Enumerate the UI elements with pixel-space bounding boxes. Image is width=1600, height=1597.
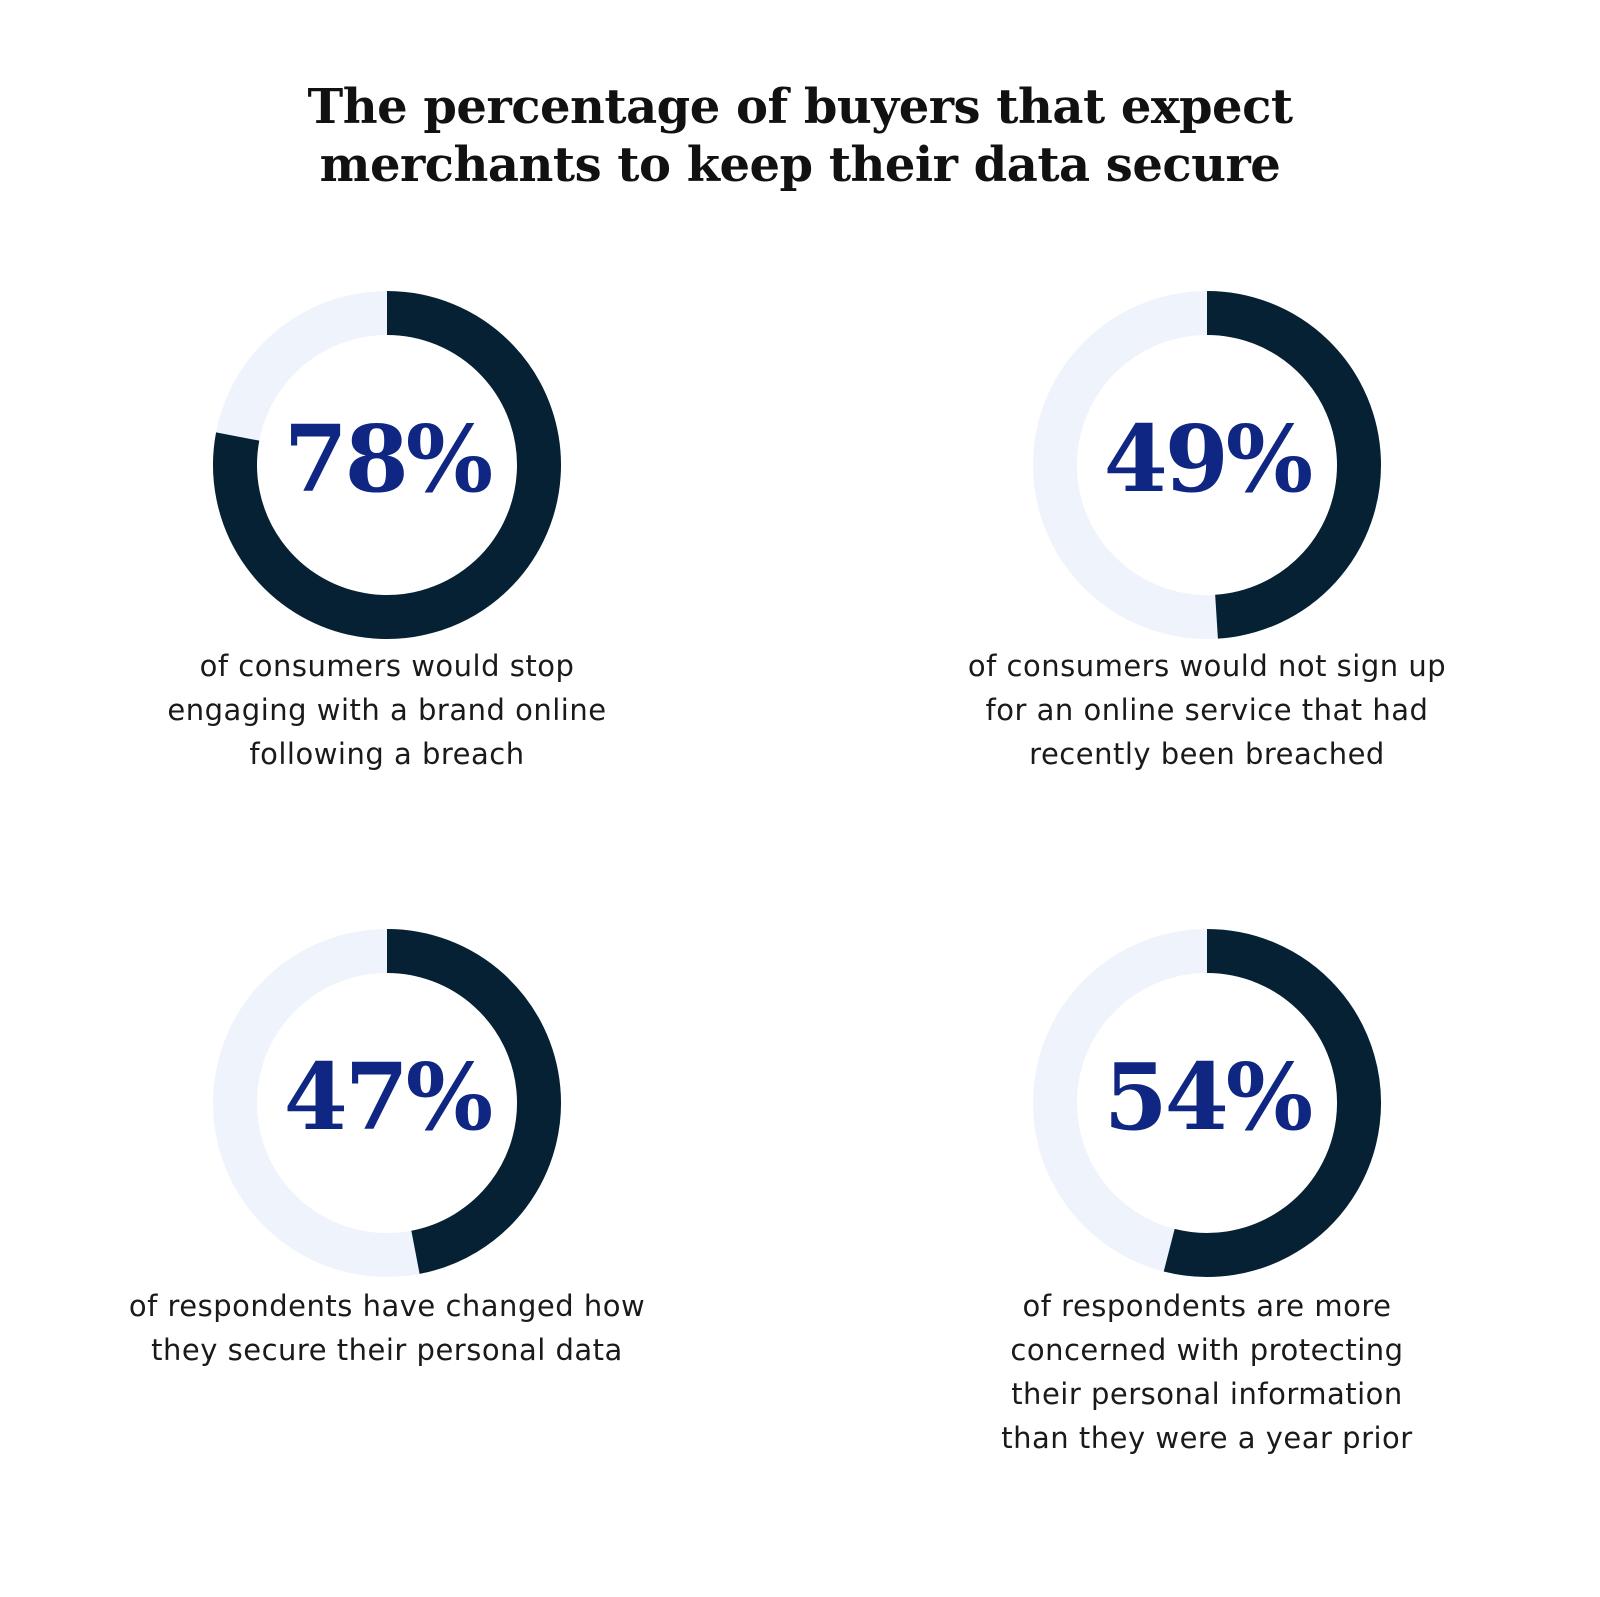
title-line-1: The percentage of buyers that expect xyxy=(307,79,1293,135)
donut-ring-2 xyxy=(1033,291,1381,639)
description-4-line-1: of respondents are more xyxy=(1022,1289,1392,1323)
stat-panel-4: 54% of respondents are more concerned wi… xyxy=(897,928,1517,1488)
description-2-line-1: of consumers would not sign up xyxy=(967,649,1447,683)
description-4-line-2: concerned with protecting xyxy=(1010,1333,1404,1367)
description-1-line-1: of consumers would stop xyxy=(199,649,575,683)
percent-value-1: 78% xyxy=(283,405,493,513)
stat-panel-2: 49% of consumers would not sign up for a… xyxy=(897,290,1517,790)
description-1-line-2: engaging with a brand online xyxy=(167,693,607,727)
stat-panel-1: 78% of consumers would stop engaging wit… xyxy=(77,290,697,790)
ring-arc-3 xyxy=(386,929,561,1274)
description-2-line-3: recently been breached xyxy=(1029,737,1385,771)
donut-ring-1 xyxy=(213,291,561,639)
donut-ring-4 xyxy=(1033,929,1381,1277)
chart-title: The percentage of buyers that expect mer… xyxy=(0,78,1600,194)
description-4-line-3: their personal information xyxy=(1011,1377,1403,1411)
description-2-line-2: for an online service that had xyxy=(985,693,1429,727)
description-4-line-4: than they were a year prior xyxy=(1001,1421,1413,1455)
description-1-line-3: following a breach xyxy=(249,737,525,771)
stat-panel-3: 47% of respondents have changed how they… xyxy=(77,928,697,1408)
description-3-line-2: they secure their personal data xyxy=(151,1333,623,1367)
ring-arc-4 xyxy=(1163,929,1381,1277)
ring-arc-1 xyxy=(213,291,561,639)
percent-value-4: 54% xyxy=(1103,1043,1313,1151)
description-3: of respondents have changed how they sec… xyxy=(77,1284,697,1372)
percent-value-2: 49% xyxy=(1103,405,1313,513)
description-2: of consumers would not sign up for an on… xyxy=(897,644,1517,776)
title-line-2: merchants to keep their data secure xyxy=(319,137,1281,193)
percent-value-3: 47% xyxy=(283,1043,493,1151)
ring-arc-2 xyxy=(1206,291,1381,639)
donut-ring-3 xyxy=(213,929,561,1277)
description-4: of respondents are more concerned with p… xyxy=(897,1284,1517,1460)
description-3-line-1: of respondents have changed how xyxy=(128,1289,646,1323)
description-1: of consumers would stop engaging with a … xyxy=(77,644,697,776)
